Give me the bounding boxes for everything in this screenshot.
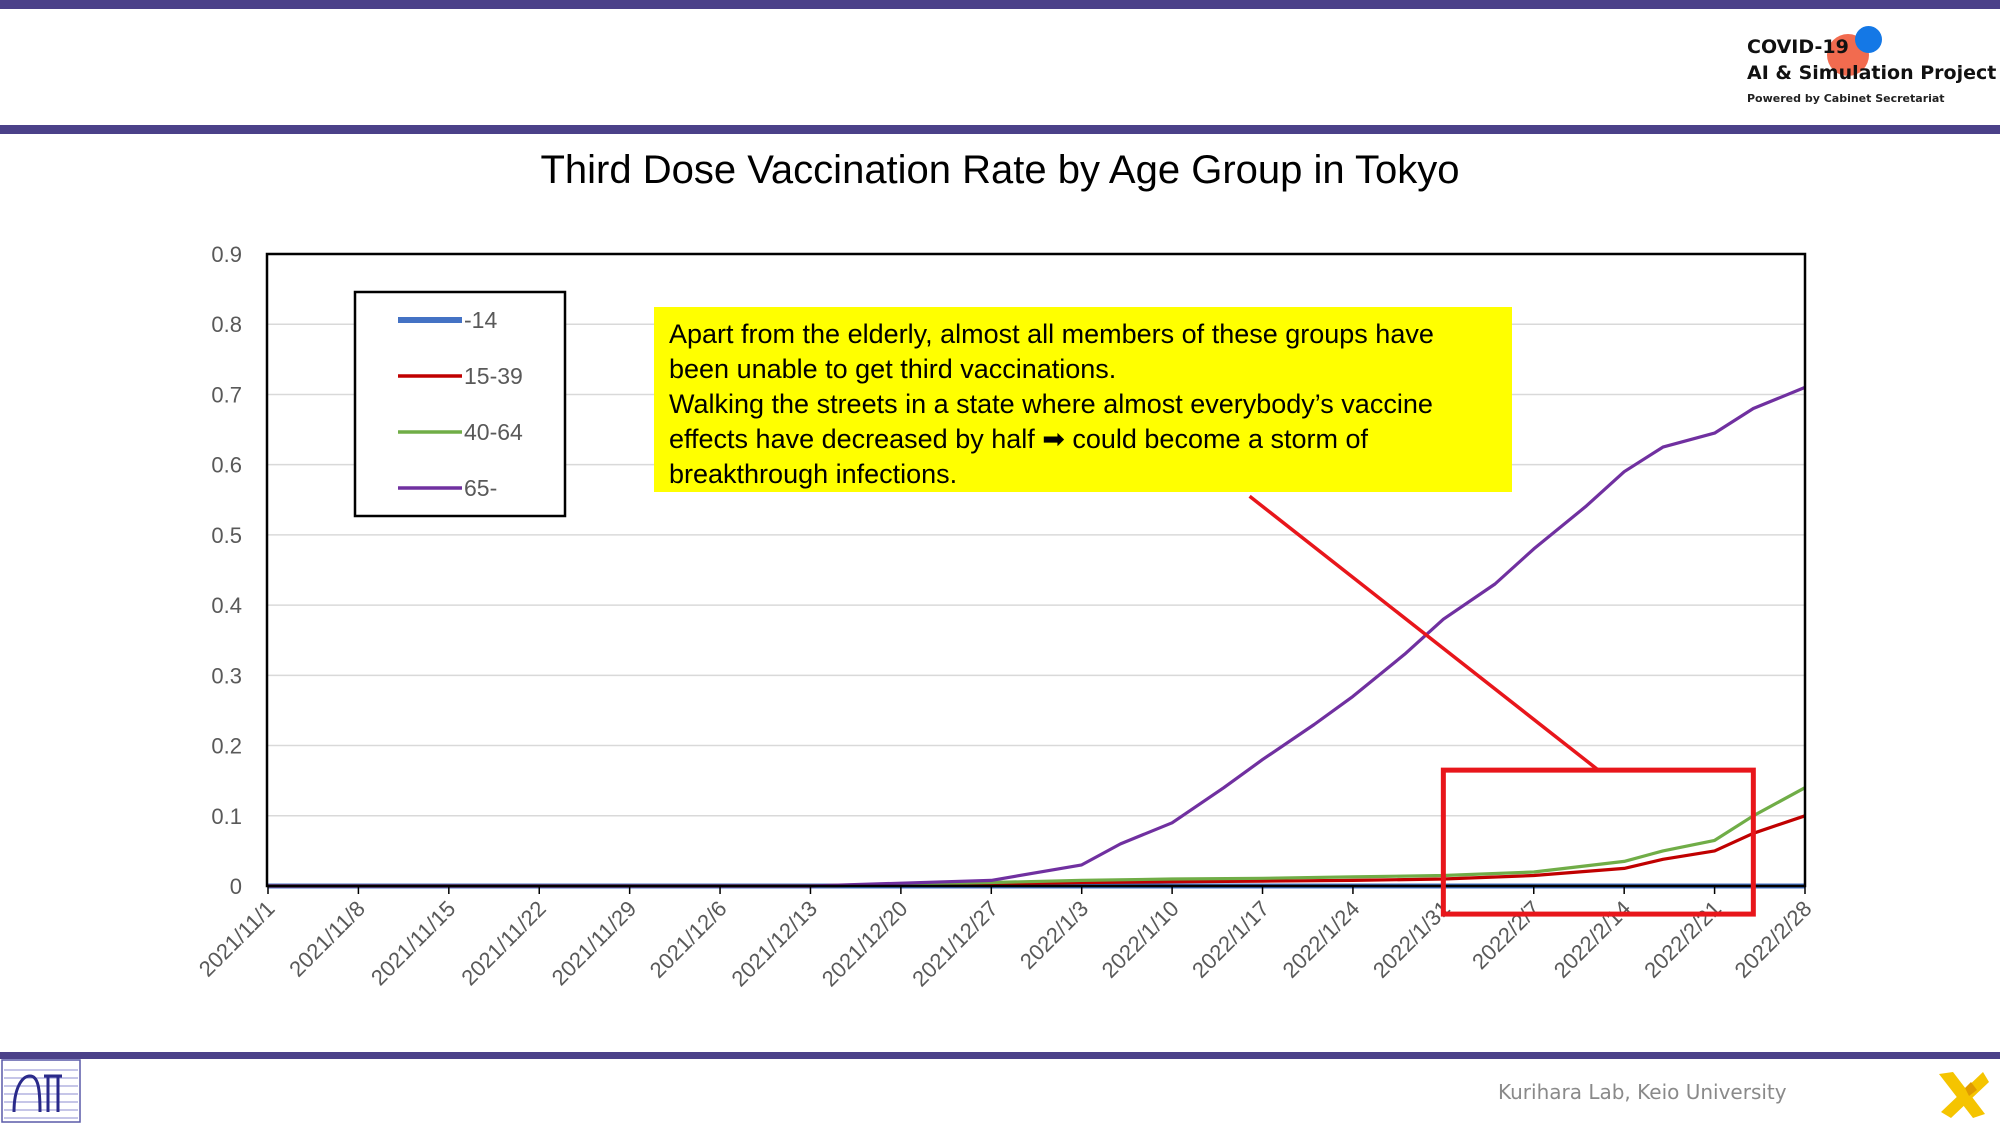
x-tick-label: 2022/2/28 bbox=[1730, 896, 1817, 983]
slide-title: Third Dose Vaccination Rate by Age Group… bbox=[540, 148, 1460, 192]
x-tick-label: 2022/2/21 bbox=[1639, 896, 1726, 983]
x-tick-label: 2022/2/7 bbox=[1467, 896, 1545, 974]
callout-line: effects have decreased by half ➡ could b… bbox=[669, 424, 1369, 454]
x-tick-label: 2022/1/24 bbox=[1278, 896, 1365, 983]
x-tick-label: 2022/1/10 bbox=[1097, 896, 1184, 983]
logo-blue-dot bbox=[1855, 26, 1882, 53]
callout-line: been unable to get third vaccinations. bbox=[669, 354, 1117, 384]
series-line-65 bbox=[268, 385, 1806, 888]
legend-label: -14 bbox=[464, 307, 497, 333]
x-tick-label: 2021/12/20 bbox=[817, 896, 913, 992]
callout-note: Apart from the elderly, almost all membe… bbox=[654, 307, 1512, 492]
y-tick-label: 0.2 bbox=[211, 734, 242, 759]
y-tick-label: 0.7 bbox=[211, 382, 242, 407]
x-tick-label: 2021/11/29 bbox=[547, 896, 641, 990]
x-tick-label: 2021/11/22 bbox=[456, 896, 550, 990]
lab-ai-logo-icon bbox=[1, 1059, 81, 1123]
callout-line: breakthrough infections. bbox=[669, 459, 958, 489]
header-brand-bar bbox=[0, 125, 2000, 134]
legend-label: 40-64 bbox=[464, 419, 523, 445]
x-tick-label: 2021/12/27 bbox=[907, 896, 1003, 992]
annotation-arrow-line bbox=[1248, 494, 1600, 772]
legend-box bbox=[353, 290, 567, 518]
x-axis-tick-labels: 2021/11/1 2021/11/82021/11/152021/11/2220… bbox=[194, 886, 1817, 991]
x-logo-icon bbox=[1939, 1072, 1989, 1118]
y-tick-label: 0.1 bbox=[211, 804, 242, 829]
annotations bbox=[1248, 494, 1756, 917]
y-tick-label: 0.6 bbox=[211, 453, 242, 478]
x-tick-label: 2021/12/13 bbox=[726, 896, 822, 992]
footer-credit: Kurihara Lab, Keio University bbox=[1498, 1080, 1787, 1104]
logo-powered-by: Powered by Cabinet Secretariat bbox=[1747, 92, 1945, 105]
legend-label: 15-39 bbox=[464, 363, 523, 389]
x-tick-label: 2021/11/1 bbox=[194, 896, 280, 982]
x-tick-label: 2021/11/8 bbox=[284, 896, 370, 982]
x-tick-label: 2022/1/3 bbox=[1015, 896, 1093, 974]
y-tick-label: 0 bbox=[230, 874, 242, 899]
x-tick-label: 2021/12/6 bbox=[645, 896, 732, 983]
footer-brand-bar bbox=[0, 1052, 2000, 1059]
y-tick-label: 0.8 bbox=[211, 312, 242, 337]
legend-label: 65- bbox=[464, 475, 497, 501]
y-axis-tick-labels: 0 0.1 0.2 0.3 0.4 0.5 0.6 0.7 0.8 0.9 bbox=[211, 242, 242, 899]
legend: -14 15-39 40-64 65- bbox=[353, 290, 567, 518]
y-tick-label: 0.5 bbox=[211, 523, 242, 548]
logo-subtitle: AI & Simulation Project bbox=[1747, 62, 1997, 84]
logo-title: COVID-19 bbox=[1747, 36, 1849, 58]
x-tick-label: 2022/2/14 bbox=[1549, 896, 1636, 983]
series-line-1539 bbox=[268, 814, 1806, 888]
covid-ai-project-logo: COVID-19 AI & Simulation Project Powered… bbox=[1745, 26, 1996, 116]
callout-line: Apart from the elderly, almost all membe… bbox=[669, 319, 1434, 349]
y-tick-label: 0.4 bbox=[211, 593, 242, 618]
x-tick-label: 2021/11/15 bbox=[366, 896, 460, 990]
top-brand-bar bbox=[0, 0, 2000, 9]
y-tick-label: 0.3 bbox=[211, 663, 242, 688]
y-tick-label: 0.9 bbox=[211, 242, 242, 267]
callout-line: Walking the streets in a state where alm… bbox=[669, 389, 1433, 419]
plot-area-frame bbox=[265, 252, 1807, 888]
x-tick-label: 2022/1/17 bbox=[1187, 896, 1274, 983]
